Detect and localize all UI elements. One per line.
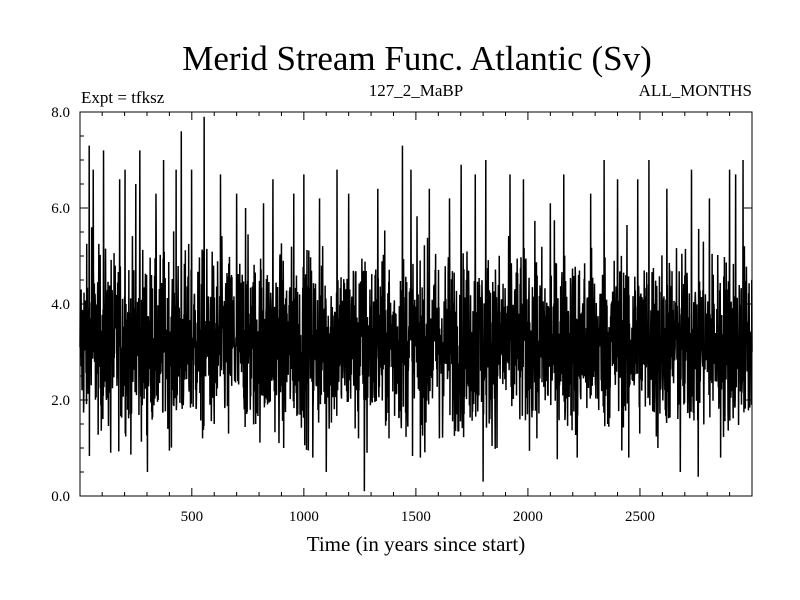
plot-frame xyxy=(79,111,753,497)
period-label: 127_2_MaBP xyxy=(369,81,463,100)
x-tick-label-500: 500 xyxy=(181,509,204,525)
y-tick-label-4: 4.0 xyxy=(51,297,70,313)
x-tick-label-1000: 1000 xyxy=(289,509,319,525)
series-line xyxy=(79,116,753,492)
y-tick-label-0: 0.0 xyxy=(51,489,70,505)
months-label: ALL_MONTHS xyxy=(639,81,752,100)
y-tick-label-6: 6.0 xyxy=(51,201,70,217)
y-tick-label-8: 8.0 xyxy=(51,105,70,121)
x-axis-label: Time (in years since start) xyxy=(307,532,526,556)
x-tick-label-2000: 2000 xyxy=(513,509,543,525)
experiment-label: Expt = tfksz xyxy=(81,88,165,107)
x-tick-label-2500: 2500 xyxy=(625,509,655,525)
chart-title: Merid Stream Func. Atlantic (Sv) xyxy=(182,39,652,78)
x-tick-label-1500: 1500 xyxy=(401,509,431,525)
series-layer xyxy=(79,116,753,492)
ticks-layer: 500 1000 1500 2000 2500 0.0 2.0 4.0 6.0 8.0 xyxy=(51,105,752,525)
y-tick-label-2: 2.0 xyxy=(51,393,70,409)
